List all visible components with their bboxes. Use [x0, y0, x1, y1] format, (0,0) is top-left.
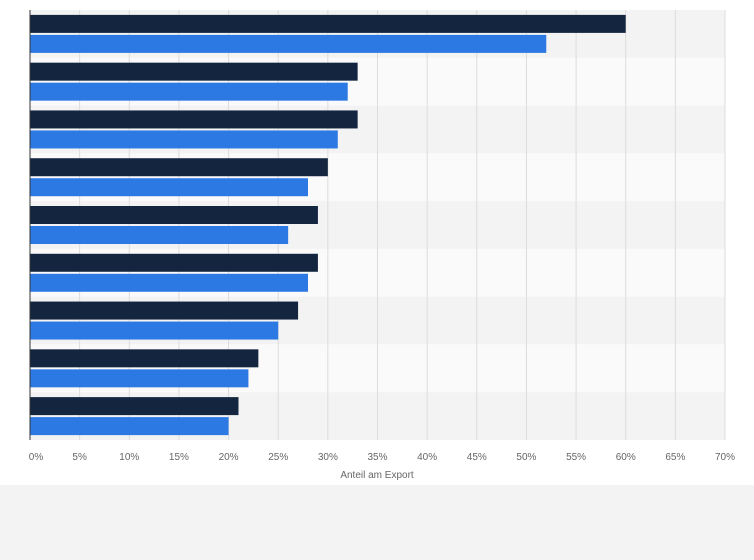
bars [30, 14, 626, 436]
x-tick-label: 10% [119, 452, 139, 463]
bar-series-1[interactable] [30, 110, 358, 129]
x-tick-label: 65% [665, 452, 685, 463]
x-tick-label: 30% [318, 452, 338, 463]
x-tick-label: 35% [367, 452, 387, 463]
bar-series-1[interactable] [30, 62, 358, 81]
bar-series-1[interactable] [30, 301, 299, 320]
bar-series-2[interactable] [30, 417, 229, 436]
gridlines [79, 10, 726, 440]
bar-series-2[interactable] [30, 130, 338, 149]
x-tick-label: 45% [467, 452, 487, 463]
bar-series-2[interactable] [30, 321, 279, 340]
bar-series-2[interactable] [30, 226, 289, 244]
x-axis-title: Anteil am Export [340, 470, 414, 481]
x-tick-label: 20% [219, 452, 239, 463]
bar-series-1[interactable] [30, 14, 626, 33]
x-tick-label: 60% [616, 452, 636, 463]
bar-series-1[interactable] [30, 253, 318, 272]
x-tick-label: 0% [29, 452, 44, 463]
x-tick-label: 55% [566, 452, 586, 463]
bar-series-1[interactable] [30, 349, 259, 368]
bar-series-2[interactable] [30, 178, 308, 197]
bar-series-2[interactable] [30, 273, 308, 292]
x-tick-label: 15% [169, 452, 189, 463]
x-tick-label: 40% [417, 452, 437, 463]
bar-series-1[interactable] [30, 158, 328, 177]
bar-series-2[interactable] [30, 369, 249, 388]
x-tick-label: 70% [715, 452, 735, 463]
bar-series-1[interactable] [30, 206, 318, 224]
x-tick-label: 50% [516, 452, 536, 463]
x-axis-ticks: 0% 5% 10% 15% 20% 25% 30% 35% 40% 45% 50% 55% 60% 65%… [29, 452, 735, 463]
bar-series-2[interactable] [30, 82, 348, 101]
x-tick-label: 25% [268, 452, 288, 463]
x-tick-label: 5% [72, 452, 87, 463]
bar-series-1[interactable] [30, 397, 239, 416]
bar-series-2[interactable] [30, 34, 547, 53]
